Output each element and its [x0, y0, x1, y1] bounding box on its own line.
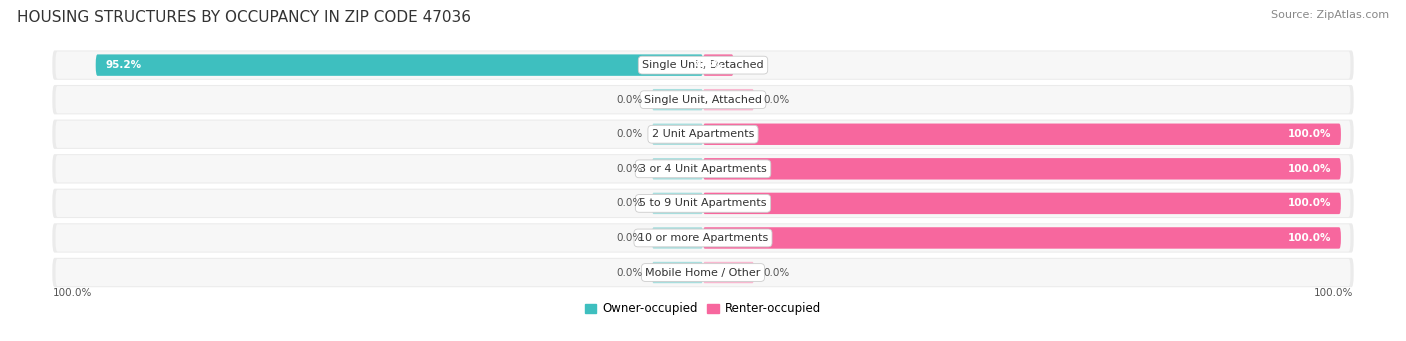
FancyBboxPatch shape: [52, 154, 1354, 183]
FancyBboxPatch shape: [703, 158, 1341, 179]
FancyBboxPatch shape: [55, 121, 1351, 148]
Text: 0.0%: 0.0%: [616, 198, 643, 208]
FancyBboxPatch shape: [52, 258, 1354, 287]
Text: Mobile Home / Other: Mobile Home / Other: [645, 268, 761, 278]
Text: 100.0%: 100.0%: [52, 287, 91, 298]
Text: 2 Unit Apartments: 2 Unit Apartments: [652, 129, 754, 139]
FancyBboxPatch shape: [652, 193, 703, 214]
Text: 100.0%: 100.0%: [1315, 287, 1354, 298]
Text: 3 or 4 Unit Apartments: 3 or 4 Unit Apartments: [640, 164, 766, 174]
Text: 100.0%: 100.0%: [1288, 198, 1331, 208]
Text: 95.2%: 95.2%: [105, 60, 142, 70]
Text: 4.8%: 4.8%: [695, 60, 724, 70]
Text: 0.0%: 0.0%: [616, 268, 643, 278]
Text: Single Unit, Attached: Single Unit, Attached: [644, 95, 762, 105]
Text: Source: ZipAtlas.com: Source: ZipAtlas.com: [1271, 10, 1389, 20]
FancyBboxPatch shape: [52, 50, 1354, 80]
FancyBboxPatch shape: [55, 224, 1351, 252]
FancyBboxPatch shape: [652, 227, 703, 249]
Text: 100.0%: 100.0%: [1288, 164, 1331, 174]
FancyBboxPatch shape: [55, 259, 1351, 286]
Text: 0.0%: 0.0%: [616, 129, 643, 139]
FancyBboxPatch shape: [703, 227, 1341, 249]
FancyBboxPatch shape: [55, 86, 1351, 113]
Text: 100.0%: 100.0%: [1288, 233, 1331, 243]
FancyBboxPatch shape: [652, 123, 703, 145]
FancyBboxPatch shape: [652, 262, 703, 283]
FancyBboxPatch shape: [55, 51, 1351, 79]
Text: HOUSING STRUCTURES BY OCCUPANCY IN ZIP CODE 47036: HOUSING STRUCTURES BY OCCUPANCY IN ZIP C…: [17, 10, 471, 25]
FancyBboxPatch shape: [52, 223, 1354, 253]
FancyBboxPatch shape: [52, 120, 1354, 149]
Text: 0.0%: 0.0%: [616, 233, 643, 243]
Text: 0.0%: 0.0%: [616, 164, 643, 174]
Legend: Owner-occupied, Renter-occupied: Owner-occupied, Renter-occupied: [579, 298, 827, 320]
FancyBboxPatch shape: [55, 190, 1351, 217]
FancyBboxPatch shape: [96, 55, 703, 76]
Text: 5 to 9 Unit Apartments: 5 to 9 Unit Apartments: [640, 198, 766, 208]
FancyBboxPatch shape: [52, 189, 1354, 218]
FancyBboxPatch shape: [703, 262, 754, 283]
Text: 0.0%: 0.0%: [763, 95, 790, 105]
FancyBboxPatch shape: [703, 89, 754, 110]
Text: 0.0%: 0.0%: [616, 95, 643, 105]
FancyBboxPatch shape: [652, 158, 703, 179]
Text: 100.0%: 100.0%: [1288, 129, 1331, 139]
Text: Single Unit, Detached: Single Unit, Detached: [643, 60, 763, 70]
FancyBboxPatch shape: [703, 193, 1341, 214]
FancyBboxPatch shape: [55, 155, 1351, 182]
FancyBboxPatch shape: [52, 85, 1354, 114]
Text: 0.0%: 0.0%: [763, 268, 790, 278]
Text: 10 or more Apartments: 10 or more Apartments: [638, 233, 768, 243]
FancyBboxPatch shape: [703, 55, 734, 76]
FancyBboxPatch shape: [703, 123, 1341, 145]
FancyBboxPatch shape: [652, 89, 703, 110]
